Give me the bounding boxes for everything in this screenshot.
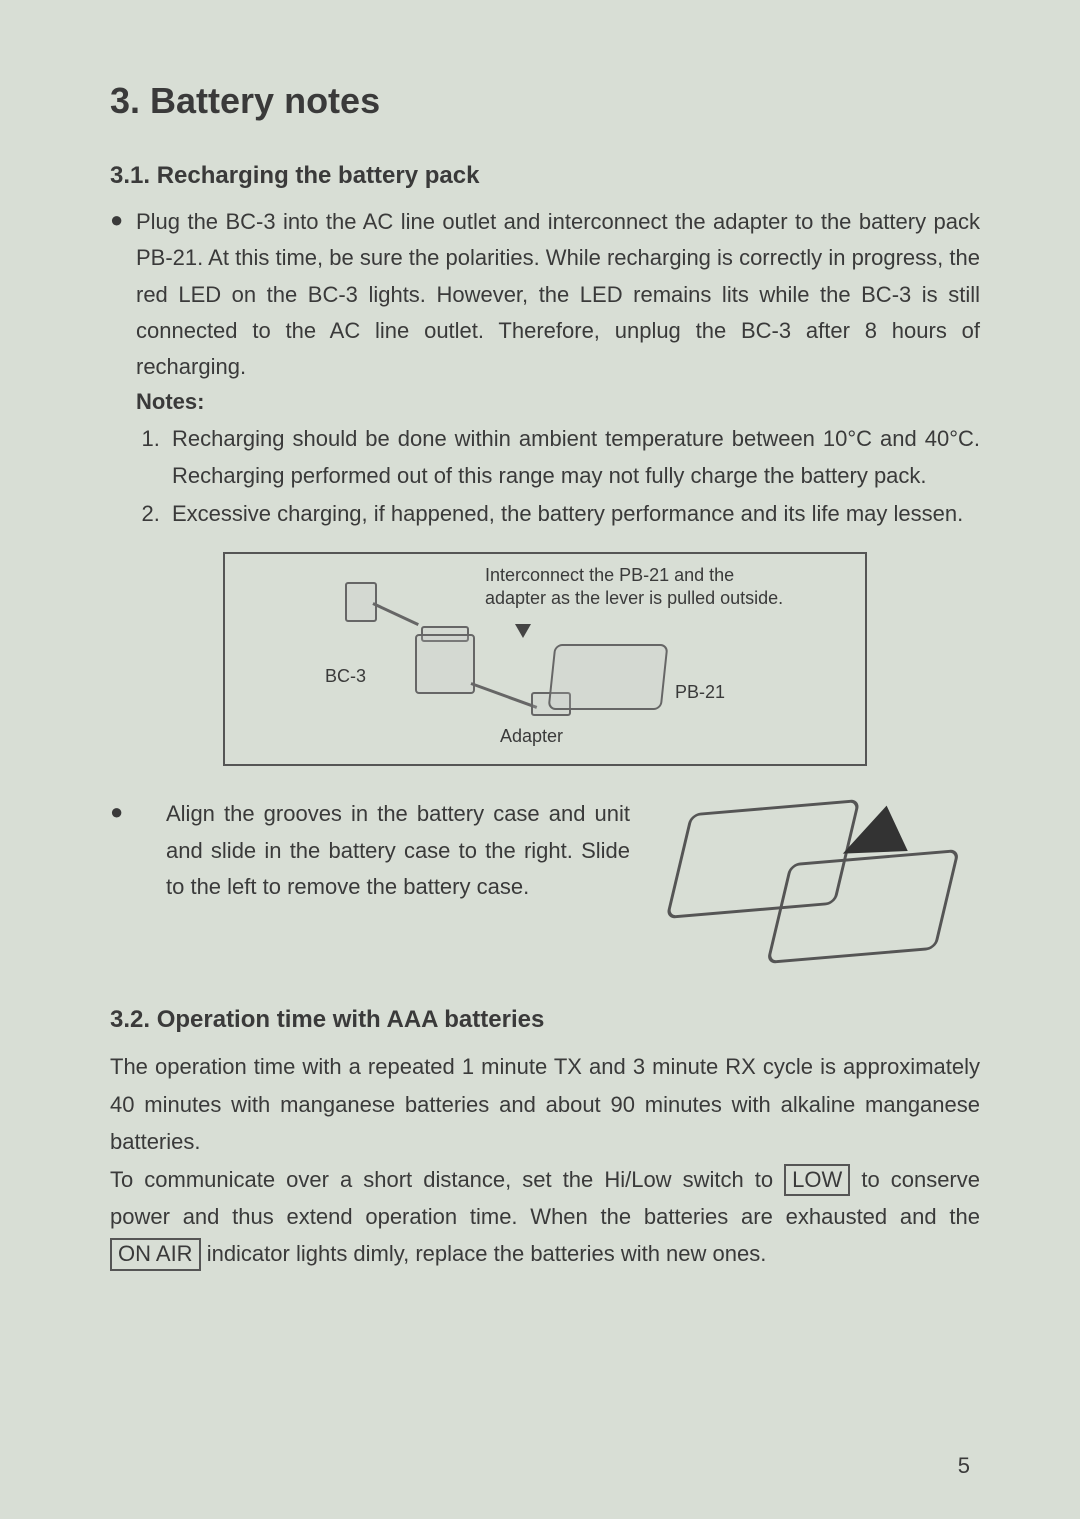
op-para-b-post: indicator lights dimly, replace the batt… [201,1241,767,1266]
label-bc3: BC-3 [325,666,366,687]
on-air-box: ON AIR [110,1238,201,1271]
op-para-a: The operation time with a repeated 1 min… [110,1054,980,1154]
note-item-1: Recharging should be done within ambient… [166,421,980,494]
manual-page: 3. Battery notes 3.1. Recharging the bat… [0,0,1080,1519]
interconnect-caption: Interconnect the PB-21 and the adapter a… [485,564,785,609]
subsection-3-2-heading: 3.2. Operation time with AAA batteries [110,1006,980,1034]
page-number: 5 [958,1453,970,1479]
bullet-icon: ● [110,204,136,236]
recharging-paragraph: Plug the BC-3 into the AC line outlet an… [136,204,980,385]
charger-body-shape [415,634,475,694]
notes-list: Recharging should be done within ambient… [110,421,980,532]
bullet-icon: ● [110,796,136,828]
subsection-3-1-heading: 3.1. Recharging the battery pack [110,162,980,190]
operation-time-paragraph: The operation time with a repeated 1 min… [110,1048,980,1272]
install-block: ● Align the grooves in the battery case … [110,796,980,976]
bullet-para-1: ● Plug the BC-3 into the AC line outlet … [110,204,980,415]
cord-line-2 [470,682,537,709]
note-item-2: Excessive charging, if happened, the bat… [166,496,980,532]
label-pb21: PB-21 [675,682,725,703]
lever-arrow-icon [515,624,531,638]
op-para-b-pre: To communicate over a short distance, se… [110,1167,784,1192]
notes-label: Notes: [136,389,980,415]
install-text: Align the grooves in the battery case an… [166,796,630,905]
battery-pack-shape [548,644,669,710]
section-title: 3. Battery notes [110,80,980,122]
cord-line-1 [372,603,419,627]
label-adapter: Adapter [500,726,563,747]
low-switch-box: LOW [784,1164,850,1197]
interconnect-diagram: Interconnect the PB-21 and the adapter a… [223,552,867,766]
install-diagram [660,796,980,976]
